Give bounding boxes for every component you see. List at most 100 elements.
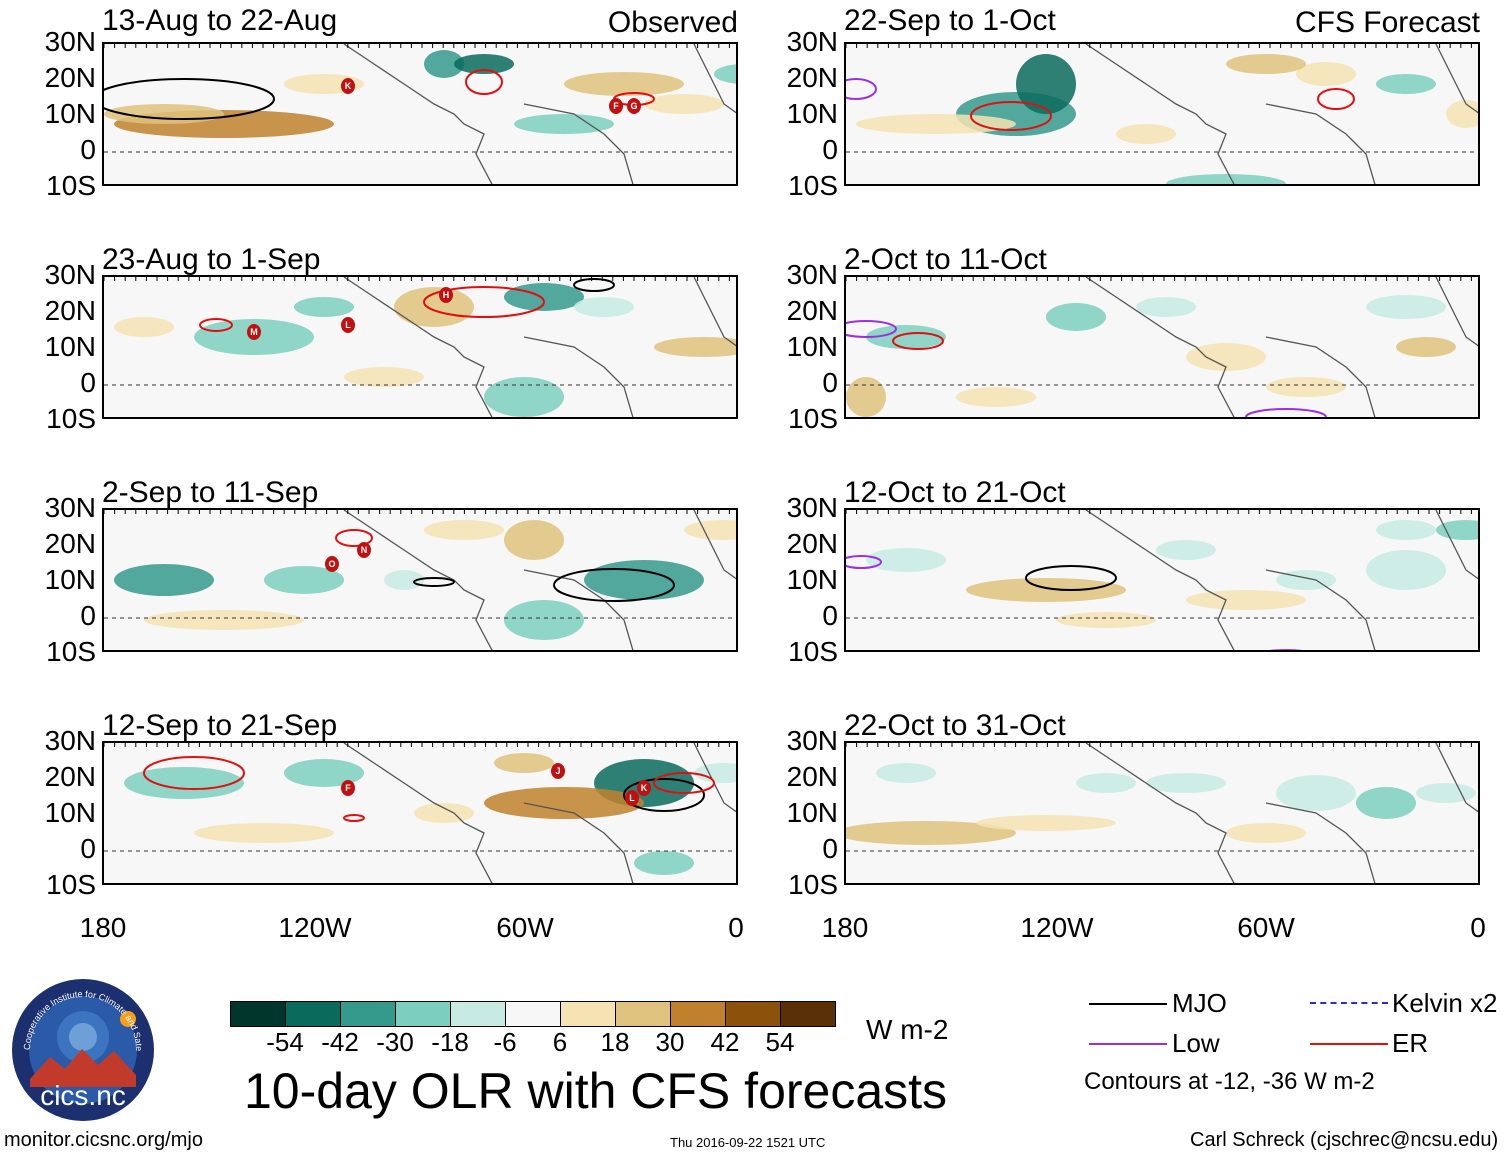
y-tick-label: 20N: [44, 62, 96, 93]
olr-anomaly-area: [876, 763, 936, 783]
olr-field: [846, 277, 1478, 417]
wave-contour: [104, 78, 275, 120]
x-tick-label: 180: [821, 912, 869, 943]
panel-title: 22-Oct to 31-Oct: [844, 709, 1066, 742]
olr-anomaly-area: [414, 803, 474, 823]
wave-contour: [846, 555, 882, 569]
storm-marker: J: [551, 763, 565, 779]
coastline: [1085, 44, 1478, 184]
timestamp: Thu 2016-09-22 1521 UTC: [670, 1135, 826, 1150]
olr-anomaly-area: [856, 114, 1016, 134]
wave-contour: [553, 568, 675, 602]
y-tick-label: 10N: [44, 564, 96, 595]
y-tick-label: 10S: [46, 170, 96, 201]
olr-anomaly-area: [644, 94, 724, 114]
olr-field: [846, 510, 1478, 650]
author: Carl Schreck (cjschrec@ncsu.edu): [1190, 1129, 1499, 1151]
wave-contour: [1269, 649, 1303, 650]
x-tick-label: 60W: [496, 912, 554, 943]
y-tick-label: 10N: [786, 564, 838, 595]
wave-contour: [1025, 565, 1117, 591]
wave-contour: [343, 814, 365, 822]
olr-anomaly-area: [384, 570, 424, 590]
olr-anomaly-area: [1186, 590, 1306, 610]
logo-text: cics.nc: [40, 1080, 126, 1111]
olr-anomaly-area: [654, 337, 736, 357]
olr-map: [844, 741, 1480, 885]
colorbar-label: -18: [431, 1027, 469, 1057]
olr-anomaly-area: [1226, 823, 1306, 843]
x-tick-label: 120W: [1020, 912, 1094, 943]
y-tick-label: 10S: [46, 869, 96, 900]
colorbar-swatch: [670, 1001, 726, 1027]
y-tick-label: 0: [80, 833, 96, 864]
olr-anomaly-area: [1296, 62, 1356, 86]
panel-title: 2-Oct to 11-Oct: [844, 243, 1047, 276]
wave-contour: [846, 320, 897, 338]
storm-marker: F: [609, 98, 623, 114]
y-tick-label: 0: [822, 134, 838, 165]
cicsnc-logo: Cooperative Institute for Climate and Sa…: [7, 969, 156, 1123]
olr-anomaly-area: [484, 377, 564, 417]
colorbar-label: 30: [655, 1027, 685, 1057]
wave-contour: [423, 286, 545, 318]
colorbar-label: 54: [765, 1027, 795, 1057]
olr-anomaly-area: [846, 821, 1016, 845]
x-tick-label: 0: [728, 912, 744, 943]
colorbar-label: 18: [600, 1027, 630, 1057]
storm-marker: K: [637, 780, 651, 796]
colorbar-swatch: [560, 1001, 616, 1027]
olr-anomaly-area: [1016, 54, 1076, 114]
colorbar-label: 6: [552, 1027, 568, 1057]
main-title: 10-day OLR with CFS forecasts: [244, 1063, 948, 1119]
panel-title: 22-Sep to 1-Oct: [844, 4, 1056, 37]
observed-label: Observed: [607, 6, 738, 39]
colorbar-swatch: [395, 1001, 451, 1027]
olr-anomaly-area: [1136, 297, 1196, 317]
panel-title: 23-Aug to 1-Sep: [102, 243, 321, 276]
y-tick-label: 10S: [788, 170, 838, 201]
x-tick-label: 180: [79, 912, 127, 943]
y-tick-label: 20N: [786, 295, 838, 326]
olr-anomaly-area: [114, 317, 174, 337]
olr-anomaly-area: [1186, 343, 1266, 371]
olr-anomaly-area: [294, 297, 354, 317]
y-tick-label: 30N: [786, 26, 838, 57]
storm-marker: H: [439, 287, 453, 303]
storm-marker: O: [325, 556, 339, 572]
olr-anomaly-area: [564, 72, 684, 96]
olr-anomaly-area: [1146, 773, 1226, 793]
olr-anomaly-area: [424, 50, 464, 78]
olr-anomaly-area: [714, 64, 736, 84]
wave-contour: [846, 78, 877, 100]
mjo-legend-label: MJO: [1172, 988, 1227, 1018]
olr-anomaly-area: [976, 815, 1116, 831]
y-tick-label: 10N: [786, 797, 838, 828]
wave-contour: [573, 278, 615, 292]
y-tick-label: 20N: [44, 528, 96, 559]
olr-anomaly-area: [504, 600, 584, 640]
cfs-forecast-label: CFS Forecast: [1294, 6, 1480, 39]
kelvin-legend-label: Kelvin x2: [1392, 988, 1498, 1018]
y-tick-label: 30N: [44, 259, 96, 290]
olr-anomaly-area: [866, 325, 946, 349]
olr-anomaly-area: [956, 387, 1036, 407]
olr-anomaly-area: [1166, 174, 1286, 184]
panel-title: 2-Sep to 11-Sep: [102, 476, 319, 509]
olr-anomaly-area: [454, 54, 514, 74]
olr-anomaly-area: [1116, 124, 1176, 144]
olr-anomaly-area: [1376, 74, 1436, 94]
olr-anomaly-area: [264, 566, 344, 594]
olr-field: [104, 510, 736, 650]
colorbar-swatch: [340, 1001, 396, 1027]
y-tick-label: 10N: [44, 331, 96, 362]
y-tick-label: 10S: [46, 636, 96, 667]
y-tick-label: 20N: [786, 761, 838, 792]
wave-contour: [892, 332, 944, 350]
er-legend-line: [1310, 1043, 1388, 1045]
olr-anomaly-area: [514, 114, 614, 134]
storm-marker: N: [357, 542, 371, 558]
olr-field: [846, 743, 1478, 883]
colorbar-label: -54: [266, 1027, 304, 1057]
